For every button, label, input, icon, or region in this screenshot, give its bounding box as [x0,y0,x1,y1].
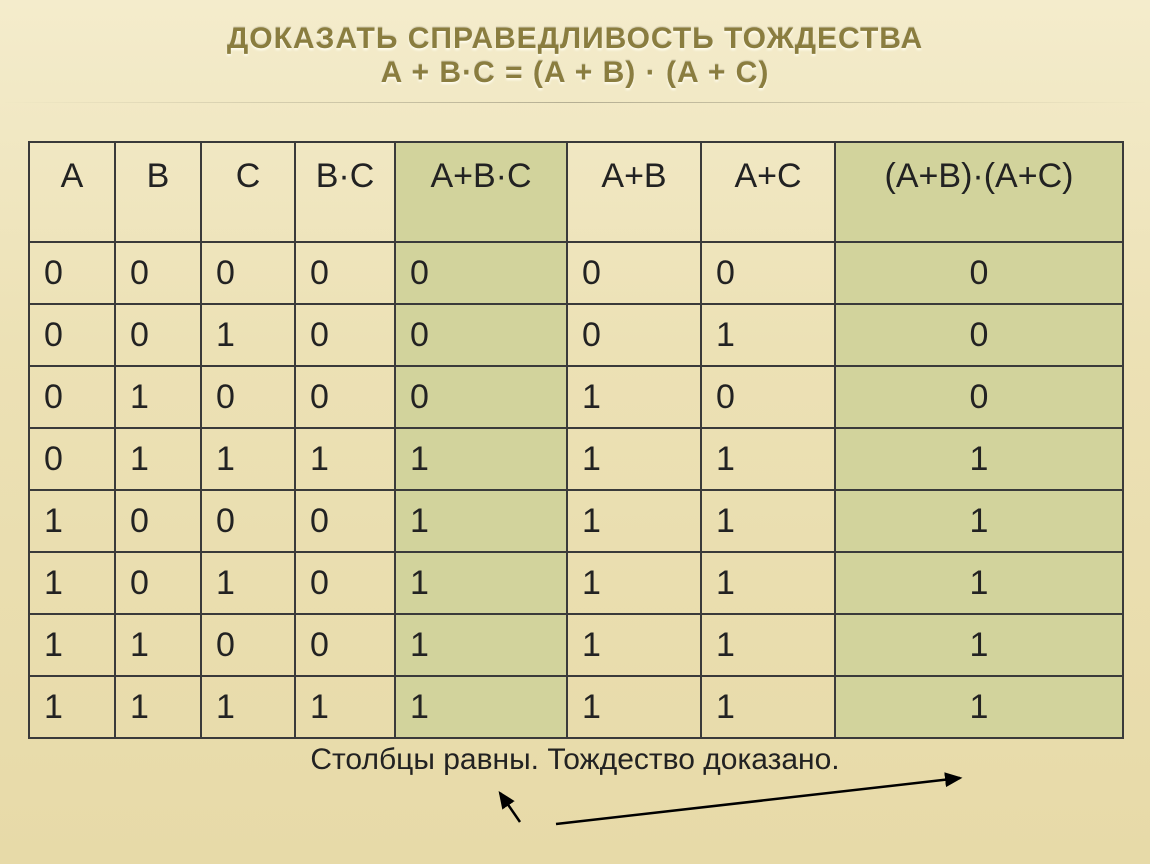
cell: 1 [201,304,295,366]
table-row: 01111111 [29,428,1123,490]
cell: 1 [567,552,701,614]
cell: 0 [115,304,201,366]
cell: 1 [115,366,201,428]
col-header-1: B [115,142,201,242]
footer-conclusion: Столбцы равны. Тождество доказано. [0,743,1150,777]
table-row: 10101111 [29,552,1123,614]
cell: 1 [395,676,567,738]
cell: 0 [295,242,395,304]
cell: 1 [835,676,1123,738]
cell: 1 [295,676,395,738]
title-line1: ДОКАЗАТЬ СПРАВЕДЛИВОСТЬ ТОЖДЕСТВА [0,22,1150,56]
cell: 1 [567,366,701,428]
cell: 0 [29,428,115,490]
table-row: 00100010 [29,304,1123,366]
arrow-to-col8 [556,778,960,824]
cell: 0 [295,366,395,428]
cell: 0 [201,366,295,428]
cell: 1 [395,490,567,552]
cell: 0 [201,490,295,552]
cell: 1 [835,428,1123,490]
cell: 0 [567,304,701,366]
cell: 1 [701,676,835,738]
cell: 1 [29,552,115,614]
cell: 0 [835,242,1123,304]
arrow-to-col5 [500,793,520,822]
cell: 1 [701,490,835,552]
title-divider [0,102,1150,103]
cell: 0 [395,304,567,366]
cell: 0 [567,242,701,304]
cell: 1 [835,552,1123,614]
cell: 0 [701,242,835,304]
cell: 0 [29,304,115,366]
cell: 1 [567,614,701,676]
title-line2: A + B·C = (A + B) · (A + C) [0,56,1150,90]
col-header-3: B·C [295,142,395,242]
cell: 1 [567,490,701,552]
col-header-5: A+B [567,142,701,242]
cell: 1 [567,676,701,738]
cell: 0 [29,366,115,428]
cell: 1 [567,428,701,490]
cell: 0 [295,490,395,552]
cell: 0 [395,366,567,428]
cell: 1 [115,614,201,676]
cell: 0 [835,366,1123,428]
cell: 0 [835,304,1123,366]
table-row: 11001111 [29,614,1123,676]
cell: 0 [115,490,201,552]
cell: 1 [115,676,201,738]
table-row: 11111111 [29,676,1123,738]
cell: 1 [701,614,835,676]
cell: 1 [29,490,115,552]
cell: 0 [295,552,395,614]
cell: 1 [701,428,835,490]
cell: 0 [395,242,567,304]
cell: 1 [701,304,835,366]
cell: 0 [29,242,115,304]
cell: 0 [201,614,295,676]
col-header-2: C [201,142,295,242]
col-header-7: (A+B)·(A+C) [835,142,1123,242]
cell: 1 [201,428,295,490]
cell: 1 [835,490,1123,552]
cell: 0 [295,614,395,676]
cell: 1 [701,552,835,614]
col-header-6: A+C [701,142,835,242]
table-row: 01000100 [29,366,1123,428]
col-header-0: A [29,142,115,242]
cell: 1 [29,614,115,676]
cell: 0 [115,552,201,614]
cell: 0 [295,304,395,366]
cell: 1 [201,552,295,614]
cell: 1 [201,676,295,738]
cell: 1 [395,614,567,676]
cell: 1 [835,614,1123,676]
table-header-row: ABCB·CA+B·CA+BA+C(A+B)·(A+C) [29,142,1123,242]
cell: 1 [29,676,115,738]
truth-table-container: ABCB·CA+B·CA+BA+C(A+B)·(A+C) 00000000001… [0,133,1150,739]
col-header-4: A+B·C [395,142,567,242]
cell: 1 [395,428,567,490]
title-block: ДОКАЗАТЬ СПРАВЕДЛИВОСТЬ ТОЖДЕСТВА A + B·… [0,0,1150,133]
cell: 0 [701,366,835,428]
cell: 0 [201,242,295,304]
cell: 0 [115,242,201,304]
cell: 1 [115,428,201,490]
cell: 1 [295,428,395,490]
cell: 1 [395,552,567,614]
table-row: 10001111 [29,490,1123,552]
truth-table: ABCB·CA+B·CA+BA+C(A+B)·(A+C) 00000000001… [28,141,1124,739]
table-row: 00000000 [29,242,1123,304]
